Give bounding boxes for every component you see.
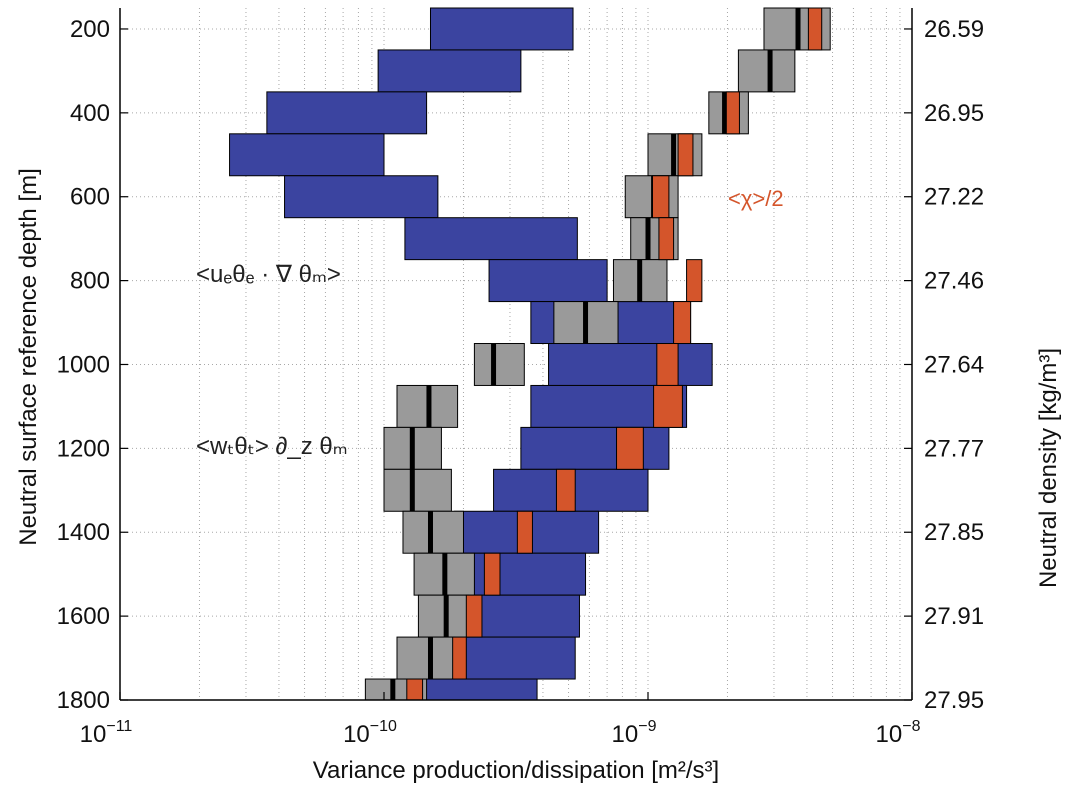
- y-tick-label-right: 27.77: [924, 435, 984, 462]
- vertical-median-line: [491, 343, 497, 386]
- vertical-median-line: [671, 133, 677, 176]
- x-tick-label: 10−10: [343, 718, 397, 748]
- dissipation-bar: [656, 343, 679, 386]
- dissipation-bar: [465, 594, 483, 638]
- vertical-median-line: [637, 259, 643, 302]
- y-tick-label-right: 27.22: [924, 184, 984, 211]
- x-tick-label: 10−9: [612, 718, 657, 748]
- annotation-lateral: <uₑθₑ · ∇ θₘ>: [196, 261, 341, 288]
- vertical-bar: [402, 510, 464, 554]
- dissipation-bar: [452, 636, 467, 680]
- y-tick-label: 1600: [57, 603, 110, 630]
- x-tick-label: 10−11: [80, 718, 133, 748]
- y-tick-label-right: 27.95: [924, 687, 984, 714]
- vertical-median-line: [426, 385, 432, 428]
- x-tick-label: 10−8: [876, 718, 921, 748]
- dissipation-bar: [686, 259, 703, 303]
- annotation-vertical: <wₜθₜ> ∂_z θₘ: [196, 433, 348, 460]
- vertical-median-line: [409, 427, 415, 470]
- dissipation-bar: [483, 552, 501, 596]
- y-tick-label: 1000: [57, 351, 110, 378]
- dissipation-bar: [725, 91, 740, 135]
- dissipation-bar: [555, 468, 576, 512]
- dissipation-bar: [807, 7, 823, 51]
- vertical-median-line: [409, 469, 415, 512]
- dissipation-bar: [406, 678, 424, 701]
- lateral-bar: [548, 343, 713, 386]
- vertical-median-line: [767, 49, 773, 92]
- y-tick-label: 800: [70, 268, 110, 295]
- y-tick-label-right: 26.59: [924, 16, 984, 43]
- lateral-bar: [417, 678, 538, 701]
- y-tick-label-right: 27.91: [924, 603, 984, 630]
- vertical-median-line: [390, 679, 396, 700]
- lateral-bar: [488, 259, 608, 303]
- lateral-bar: [447, 636, 576, 680]
- lateral-bar: [429, 7, 574, 51]
- lateral-bar: [266, 91, 428, 135]
- axes: 10−11 10−10 10−9 10−8 200 400 600 800 1000 1200 14…: [57, 8, 984, 748]
- lateral-bar: [229, 133, 385, 177]
- vertical-bar: [473, 343, 525, 386]
- dissipation-bar: [616, 426, 644, 470]
- x-axis-label: Variance production/dissipation [m²/s³]: [313, 757, 719, 784]
- vertical-median-line: [583, 301, 589, 344]
- vertical-median-line: [645, 217, 651, 260]
- y-tick-label: 1400: [57, 519, 110, 546]
- vertical-median-line: [442, 553, 448, 596]
- bars: [229, 7, 831, 701]
- vertical-median-line: [722, 91, 728, 134]
- y-tick-label-right: 27.46: [924, 268, 984, 295]
- y-axis-label-right: Neutral density [kg/m³]: [1035, 348, 1062, 588]
- lateral-bar: [377, 49, 522, 93]
- vertical-median-line: [795, 8, 801, 50]
- dissipation-bar: [653, 384, 683, 428]
- lateral-bar: [404, 217, 578, 261]
- vertical-median-line: [427, 637, 433, 680]
- y-tick-label: 200: [70, 16, 110, 43]
- dissipation-bar: [673, 301, 692, 345]
- dissipation-bar: [677, 133, 694, 177]
- y-tick-label: 1800: [57, 687, 110, 714]
- lateral-bar: [520, 426, 670, 470]
- lateral-bar: [284, 175, 439, 219]
- y-axis-label: Neutral surface reference depth [m]: [15, 168, 42, 546]
- vertical-bar: [396, 636, 456, 680]
- y-tick-label: 600: [70, 184, 110, 211]
- y-tick-label: 1200: [57, 435, 110, 462]
- dissipation-bar: [516, 510, 533, 554]
- grid: [120, 8, 912, 700]
- vertical-bar: [383, 468, 452, 512]
- vertical-median-line: [443, 595, 449, 638]
- y-tick-label-right: 27.85: [924, 519, 984, 546]
- lateral-bar: [460, 552, 587, 596]
- y-tick-label-right: 26.95: [924, 100, 984, 127]
- vertical-median-line: [427, 511, 433, 554]
- y-tick-label: 400: [70, 100, 110, 127]
- annotation-dissipation: <χ>/2: [728, 186, 784, 211]
- dissipation-bar: [651, 175, 670, 219]
- y-tick-label-right: 27.64: [924, 351, 984, 378]
- dissipation-bar: [658, 217, 675, 261]
- vertical-bar: [737, 49, 796, 93]
